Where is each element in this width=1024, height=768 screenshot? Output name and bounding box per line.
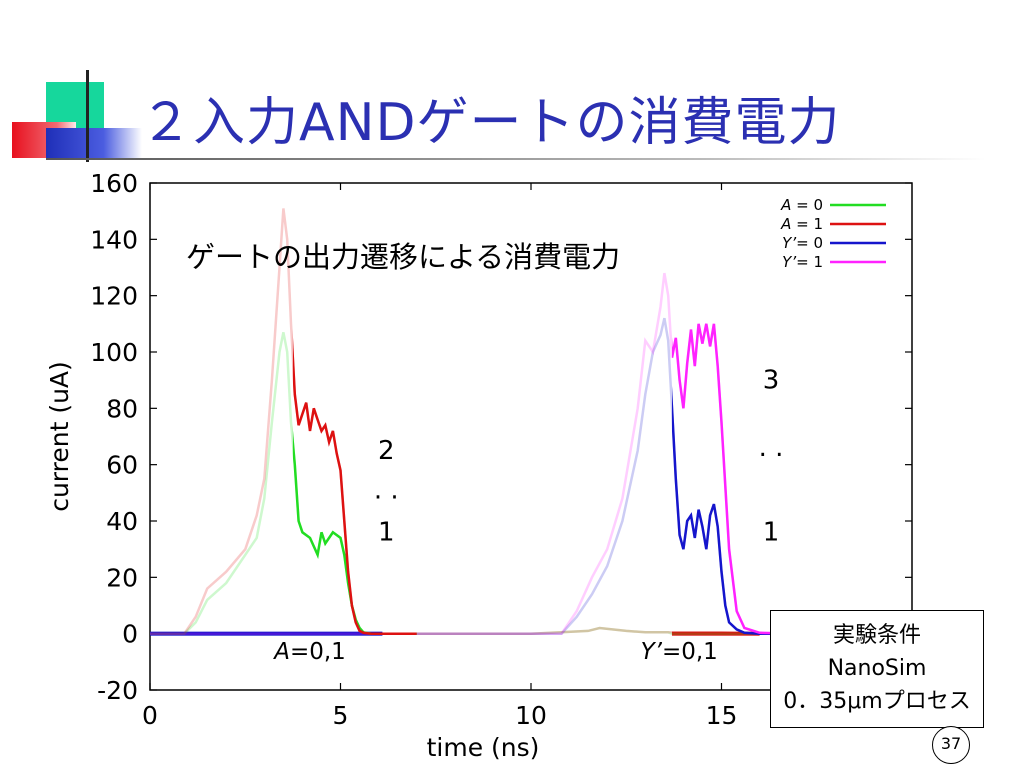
- y-tick-label: 0: [122, 620, 138, 649]
- title-underline: [46, 158, 986, 160]
- conditions-heading: 実験条件: [832, 623, 921, 648]
- x-tick-label: 5: [333, 701, 349, 730]
- x-tick-label: 10: [515, 701, 547, 730]
- legend-label: A = 0: [780, 196, 823, 214]
- y-tick-label: 20: [106, 563, 138, 592]
- transition-annotation: 1: [378, 518, 395, 548]
- conditions-process: 0．35μmプロセス: [783, 689, 971, 714]
- x-tick-label: 15: [706, 701, 738, 730]
- y-tick-label: 60: [106, 451, 138, 480]
- transition-annotation: . .: [374, 475, 399, 505]
- page-number-badge: 37: [932, 726, 970, 764]
- input-bar: [671, 631, 760, 636]
- y-tick-label: 40: [106, 507, 138, 536]
- transition-annotation: 2: [378, 436, 395, 466]
- y-tick-label: 120: [90, 282, 138, 311]
- y-tick-label: -20: [97, 676, 138, 705]
- series-line-faded: [150, 272, 912, 635]
- series-line: [671, 323, 912, 635]
- series-line: [292, 335, 417, 635]
- legend-label: Y’= 0: [782, 234, 823, 252]
- y-tick-label: 100: [90, 338, 138, 367]
- transition-annotation: 3: [763, 366, 780, 396]
- series-line: [671, 385, 912, 635]
- y-tick-label: 80: [106, 394, 138, 423]
- title-decoration-blue-bar: [46, 128, 142, 160]
- input-bar: [150, 631, 383, 636]
- transition-annotation: . .: [759, 433, 784, 463]
- transition-annotation: 1: [763, 518, 780, 548]
- conditions-simulator: NanoSim: [827, 656, 927, 681]
- x-axis-label: time (ns): [427, 733, 540, 762]
- series-line: [292, 429, 417, 635]
- input-label: Y’=0,1: [641, 639, 718, 665]
- input-label: A=0,1: [272, 639, 346, 665]
- series-group: [150, 272, 912, 635]
- slide-title: ２入力ANDゲートの消費電力: [140, 93, 841, 153]
- title-decoration-vertical-line: [86, 70, 89, 162]
- chart-annotation-text: ゲートの出力遷移による消費電力: [186, 240, 620, 274]
- y-axis-label: current (uA): [45, 361, 74, 512]
- legend-label: A = 1: [780, 215, 823, 233]
- legend-label: Y’= 1: [782, 253, 823, 271]
- y-tick-label: 140: [90, 225, 138, 254]
- x-tick-label: 0: [142, 701, 158, 730]
- experiment-conditions-box: 実験条件 NanoSim 0．35μmプロセス: [770, 610, 984, 728]
- y-tick-label: 160: [90, 169, 138, 198]
